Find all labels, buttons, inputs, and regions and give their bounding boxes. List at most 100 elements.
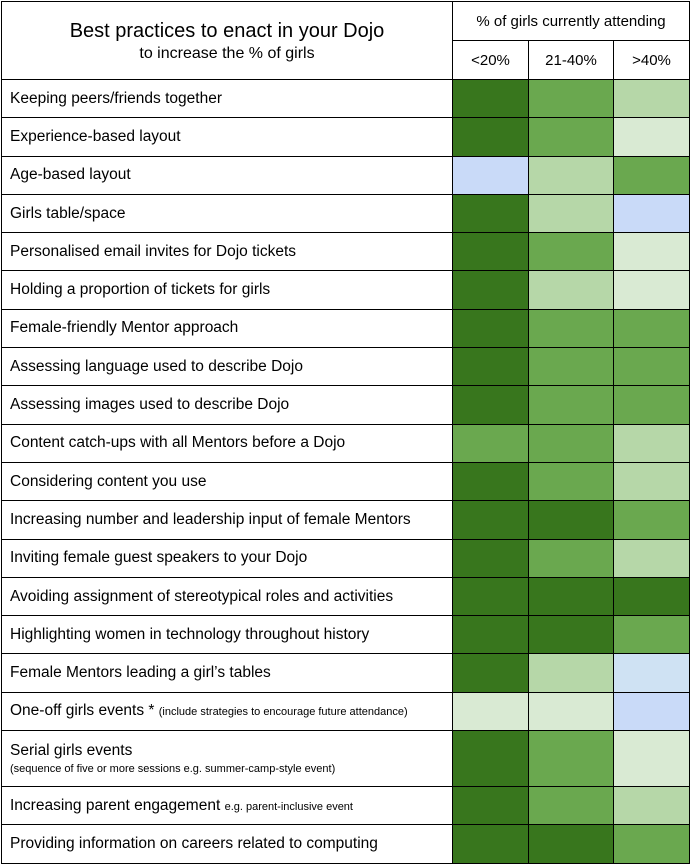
rating-cell-over-40: [613, 824, 690, 864]
practice-label: Holding a proportion of tickets for girl…: [10, 281, 271, 299]
table-row: Personalised email invites for Dojo tick…: [1, 232, 690, 272]
practice-label-cell: Girls table/space: [1, 193, 453, 234]
rating-cell-over-40: [613, 786, 690, 826]
practice-label: Increasing number and leadership input o…: [10, 510, 411, 528]
rating-cell-under-20: [452, 308, 529, 349]
rating-cell-over-40: [613, 270, 690, 310]
rating-cell-under-20: [452, 155, 529, 195]
rating-cell-under-20: [452, 615, 529, 655]
rating-cell-under-20: [452, 385, 529, 425]
practice-label-cell: Keeping peers/friends together: [1, 78, 453, 119]
rating-cell-under-20: [452, 500, 529, 540]
rating-cell-over-40: [613, 155, 690, 195]
practice-label: Assessing images used to describe Dojo: [10, 396, 290, 414]
column-header-under-20: <20%: [452, 40, 529, 80]
rating-cell-under-20: [452, 78, 529, 119]
rating-cell-over-40: [613, 461, 690, 502]
header-row-columns: <20% 21-40% >40%: [2, 40, 690, 80]
practice-label: Personalised email invites for Dojo tick…: [10, 242, 297, 260]
rating-cell-under-20: [452, 653, 529, 693]
table-row: Increasing parent engagement e.g. parent…: [1, 786, 690, 826]
practice-label-cell: One-off girls events * (include strategi…: [1, 691, 453, 732]
practice-label-cell: Increasing number and leadership input o…: [1, 500, 453, 540]
practice-label: Content catch-ups with all Mentors befor…: [10, 434, 346, 452]
rating-cell-under-20: [452, 461, 529, 502]
practice-label: One-off girls events *: [10, 702, 155, 720]
rating-cell-21-40: [528, 653, 614, 693]
rating-cell-21-40: [528, 824, 614, 864]
practice-label: Age-based layout: [10, 166, 131, 184]
table-row: Holding a proportion of tickets for girl…: [1, 270, 690, 310]
rating-cell-21-40: [528, 500, 614, 540]
practice-label-cell: Age-based layout: [1, 155, 453, 195]
rating-cell-over-40: [613, 193, 690, 234]
rating-cell-under-20: [452, 232, 529, 272]
rating-cell-21-40: [528, 232, 614, 272]
table-row: Inviting female guest speakers to your D…: [1, 538, 690, 578]
table-row: Content catch-ups with all Mentors befor…: [1, 423, 690, 463]
rating-cell-over-40: [613, 385, 690, 425]
rating-cell-21-40: [528, 347, 614, 387]
rating-cell-over-40: [613, 423, 690, 463]
rating-cell-under-20: [452, 538, 529, 578]
column-header-over-40: >40%: [613, 40, 690, 80]
rating-cell-21-40: [528, 193, 614, 234]
practice-label: Serial girls events: [10, 742, 133, 760]
table-row: Considering content you use: [1, 461, 690, 502]
practice-note: e.g. parent-inclusive event: [224, 800, 353, 813]
rating-cell-under-20: [452, 117, 529, 157]
practice-label-cell: Personalised email invites for Dojo tick…: [1, 232, 453, 272]
rating-cell-21-40: [528, 461, 614, 502]
table-title: Best practices to enact in your Dojo: [69, 19, 385, 42]
rating-cell-over-40: [613, 576, 690, 617]
practice-label-cell: Inviting female guest speakers to your D…: [1, 538, 453, 578]
rating-cell-under-20: [452, 730, 529, 788]
rating-cell-under-20: [452, 576, 529, 617]
rating-cell-21-40: [528, 786, 614, 826]
practice-label-cell: Serial girls events (sequence of five or …: [1, 730, 453, 788]
rating-cell-over-40: [613, 232, 690, 272]
table-row: Assessing language used to describe Dojo: [1, 347, 690, 387]
practice-label-cell: Experience-based layout: [1, 117, 453, 157]
rating-cell-21-40: [528, 576, 614, 617]
practice-label: Avoiding assignment of stereotypical rol…: [10, 587, 394, 605]
column-group-header: % of girls currently attending: [452, 1, 690, 41]
practice-label-cell: Female-friendly Mentor approach: [1, 308, 453, 349]
practice-label-cell: Assessing language used to describe Dojo: [1, 347, 453, 387]
table-row: Keeping peers/friends together: [1, 78, 690, 119]
table-row: Providing information on careers related…: [1, 824, 690, 864]
rating-cell-over-40: [613, 653, 690, 693]
practice-label: Considering content you use: [10, 472, 207, 490]
table-row: Experience-based layout: [1, 117, 690, 157]
practice-label-cell: Providing information on careers related…: [1, 824, 453, 864]
rating-cell-under-20: [452, 423, 529, 463]
practice-label-cell: Content catch-ups with all Mentors befor…: [1, 423, 453, 463]
rating-cell-over-40: [613, 691, 690, 732]
rating-cell-21-40: [528, 78, 614, 119]
rating-cell-over-40: [613, 78, 690, 119]
practice-label: Girls table/space: [10, 204, 126, 222]
rating-cell-over-40: [613, 347, 690, 387]
table-row: Age-based layout: [1, 155, 690, 195]
rating-cell-21-40: [528, 155, 614, 195]
rating-cell-21-40: [528, 615, 614, 655]
rating-cell-over-40: [613, 538, 690, 578]
rating-cell-under-20: [452, 193, 529, 234]
header-row-top: Best practices to enact in your Dojo to …: [1, 1, 690, 80]
rating-cell-over-40: [613, 615, 690, 655]
table-row: Female Mentors leading a girl’s tables: [1, 653, 690, 693]
practice-label: Highlighting women in technology through…: [10, 625, 370, 643]
practice-label-cell: Increasing parent engagement e.g. parent…: [1, 786, 453, 826]
practice-label: Female Mentors leading a girl’s tables: [10, 664, 271, 682]
rating-cell-under-20: [452, 270, 529, 310]
table-row: Increasing number and leadership input o…: [1, 500, 690, 540]
practice-label: Providing information on careers related…: [10, 834, 378, 852]
rating-cell-21-40: [528, 423, 614, 463]
rating-cell-21-40: [528, 270, 614, 310]
table-row: Female-friendly Mentor approach: [1, 308, 690, 349]
rating-cell-over-40: [613, 500, 690, 540]
rating-cell-21-40: [528, 385, 614, 425]
practice-label: Experience-based layout: [10, 127, 181, 145]
rating-cell-21-40: [528, 308, 614, 349]
